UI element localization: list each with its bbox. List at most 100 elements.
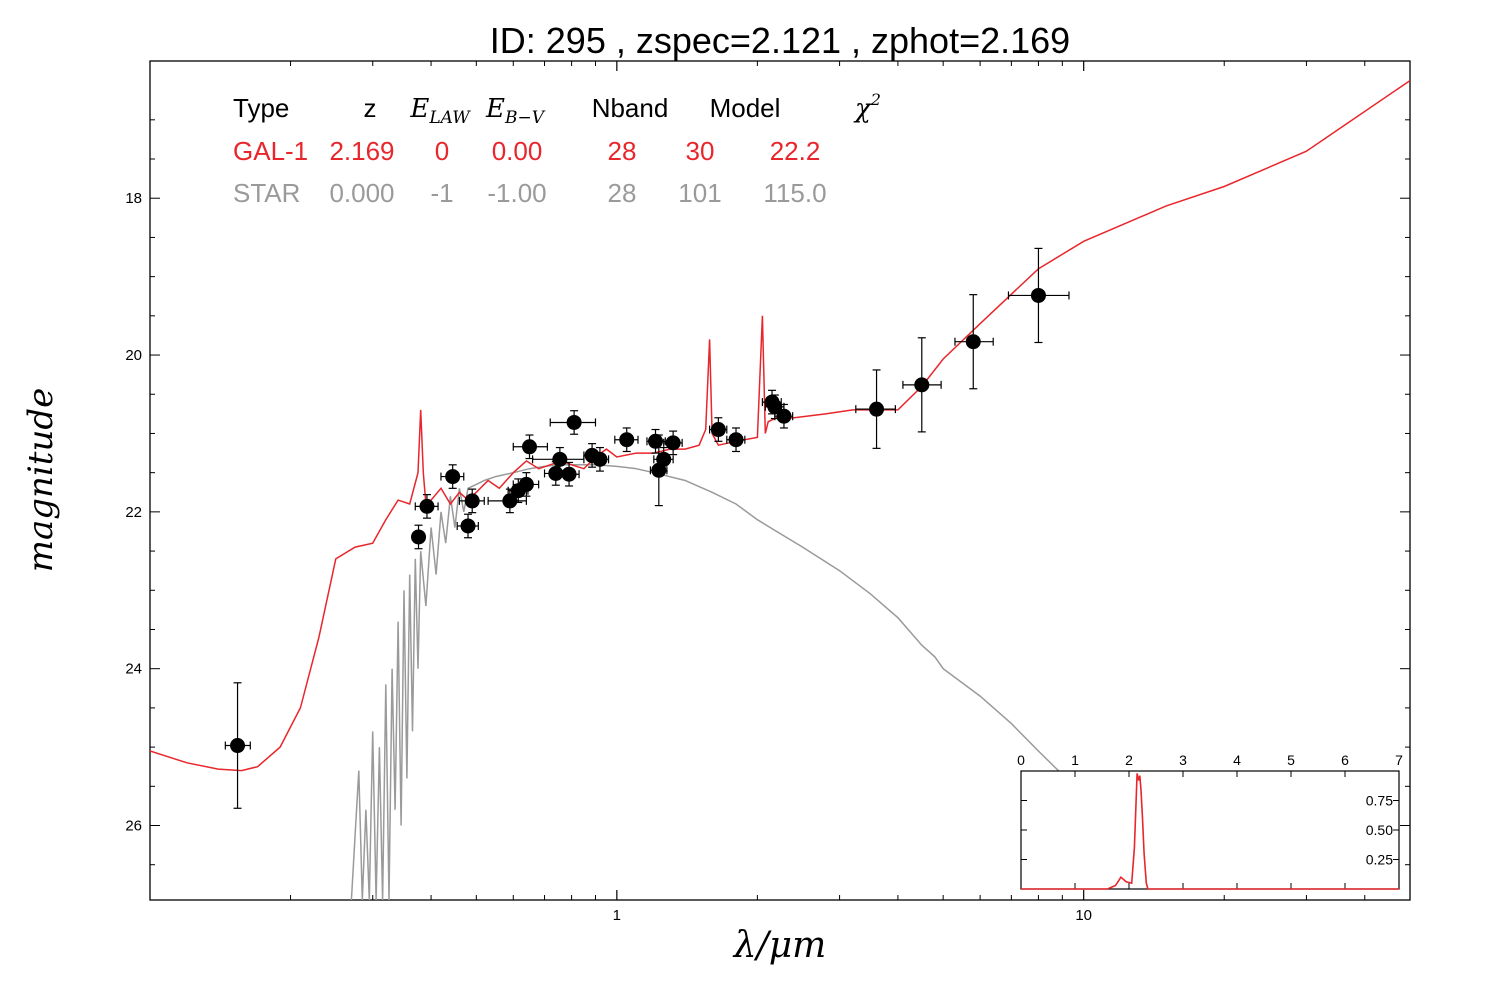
photometry-point	[774, 403, 794, 429]
data-point-marker	[965, 334, 981, 350]
data-point-marker	[1030, 287, 1046, 303]
table-cell-r0-c4: 28	[608, 136, 637, 166]
photometry-point	[411, 524, 427, 550]
data-point-marker	[411, 529, 427, 545]
data-point-marker	[767, 399, 783, 415]
photometry-point	[512, 472, 540, 497]
inset-x-tick-label: 2	[1125, 752, 1133, 768]
data-point-marker	[776, 408, 792, 424]
data-point-marker	[464, 493, 480, 509]
header-main: E	[485, 94, 505, 124]
table-cell-r1-c6: 115.0	[763, 178, 826, 208]
inset-x-tick-label: 7	[1395, 752, 1403, 768]
inset-y-tick-label: 0.50	[1366, 822, 1393, 838]
data-point-marker	[869, 401, 885, 417]
header-main: χ	[853, 94, 873, 124]
table-header-0: Type	[233, 93, 289, 123]
inset-y-tick-label: 0.75	[1366, 793, 1393, 809]
chart-title: ID: 295 , zspec=2.121 , zphot=2.169	[490, 20, 1070, 61]
photometry-point	[855, 369, 896, 449]
inset-x-tick-label: 6	[1341, 752, 1349, 768]
table-cell-r1-c1: 0.000	[329, 178, 394, 208]
y-tick-label: 26	[125, 818, 142, 835]
galaxy-template-line	[150, 79, 1410, 772]
data-point-marker	[445, 469, 461, 485]
table-cell-r0-c2: 0	[435, 136, 449, 166]
photometry-point	[902, 337, 942, 433]
header-superscript: 2	[870, 90, 881, 109]
photometry-point	[1007, 247, 1070, 344]
photometry-point	[653, 446, 674, 472]
table-cell-r0-c6: 22.2	[770, 136, 821, 166]
photometry-point	[531, 446, 585, 472]
x-tick-label: 10	[1075, 907, 1092, 924]
data-point-marker	[460, 518, 476, 534]
data-point-marker	[665, 435, 681, 451]
photometry-point	[224, 682, 251, 809]
data-point-marker	[522, 439, 538, 455]
photometry-point	[663, 430, 683, 456]
data-point-marker	[518, 476, 534, 492]
data-point-marker	[728, 432, 744, 448]
inset-x-tick-label: 0	[1017, 752, 1025, 768]
inset-x-tick-label: 5	[1287, 752, 1295, 768]
data-point-marker	[552, 451, 568, 467]
header-subscript: B−V	[504, 108, 546, 128]
table-cell-r0-c1: 2.169	[329, 136, 394, 166]
data-point-marker	[914, 377, 930, 393]
inset-x-tick-label: 3	[1179, 752, 1187, 768]
data-point-marker	[230, 738, 246, 754]
photometry-point	[456, 513, 479, 539]
photometry-point	[549, 410, 597, 435]
photometry-point	[590, 446, 610, 472]
redshift-pdf-inset: 0 1 2 3 4 5 6 7 0.25 0.50 0.75	[1017, 752, 1403, 890]
photometry-point	[557, 461, 580, 487]
plot-area	[150, 79, 1410, 900]
data-point-marker	[710, 422, 726, 438]
photometry-point	[708, 417, 728, 442]
data-point-marker	[592, 451, 608, 467]
data-point-marker	[619, 432, 635, 448]
table-cell-r0-c3: 0.00	[492, 136, 543, 166]
photometry-point	[458, 488, 485, 514]
table-cell-r1-c0: STAR	[233, 178, 300, 208]
x-axis-label: λ/μm	[732, 925, 826, 966]
data-point-marker	[647, 433, 663, 449]
data-point-marker	[566, 414, 582, 430]
data-point-marker	[561, 466, 577, 482]
inset-frame	[1020, 770, 1400, 890]
y-axis-label: magnitude	[21, 388, 61, 573]
table-header-6: χ2	[853, 90, 881, 124]
table-cell-r1-c2: -1	[430, 178, 453, 208]
table-header-3: EB−V	[485, 94, 546, 128]
inset-x-tick-label: 4	[1233, 752, 1241, 768]
data-point-marker	[548, 465, 564, 481]
table-header-4: Nband	[592, 93, 669, 123]
table-cell-r1-c5: 101	[678, 178, 721, 208]
y-tick-label: 22	[125, 504, 142, 521]
plot-frame	[149, 60, 1411, 901]
table-header-2: ELAW	[409, 94, 471, 128]
inset-y-tick-label: 0.25	[1366, 852, 1393, 868]
y-tick-label: 18	[125, 190, 142, 207]
data-point-marker	[656, 451, 672, 467]
y-tick-label: 24	[125, 661, 142, 678]
table-header-5: Model	[710, 93, 781, 123]
table-cell-r1-c3: -1.00	[487, 178, 546, 208]
photometry-point	[487, 488, 527, 514]
table-header-1: z	[364, 93, 377, 123]
header-main: E	[409, 94, 429, 124]
star-template-line	[350, 464, 1085, 900]
data-point-marker	[502, 493, 518, 509]
table-cell-r1-c4: 28	[608, 178, 637, 208]
photometry-point	[726, 427, 746, 453]
photometry-point	[614, 427, 639, 453]
y-tick-label: 20	[125, 347, 142, 364]
photometry-point	[440, 464, 465, 489]
header-subscript: LAW	[428, 108, 471, 128]
table-cell-r0-c0: GAL-1	[233, 136, 308, 166]
inset-x-tick-label: 1	[1071, 752, 1079, 768]
table-cell-r0-c5: 30	[686, 136, 715, 166]
